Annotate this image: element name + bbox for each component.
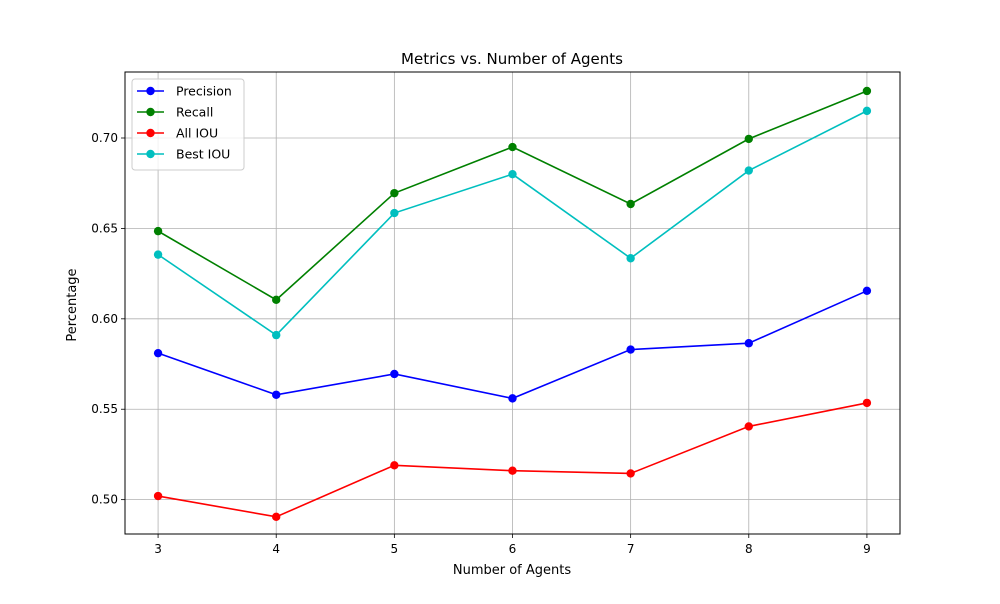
legend-marker — [146, 107, 155, 117]
y-tick-label: 0.60 — [91, 312, 118, 326]
grid-lines — [125, 72, 900, 534]
legend-marker — [146, 86, 155, 96]
y-tick-label: 0.55 — [91, 402, 118, 416]
y-axis-ticks: 0.50 0.55 0.60 0.65 0.70 — [91, 131, 125, 507]
data-point-best-iou — [626, 254, 635, 263]
data-point-best-iou — [153, 250, 163, 259]
data-point-precision — [153, 348, 163, 358]
data-point-recall — [862, 86, 872, 96]
data-point-precision — [272, 390, 281, 399]
chart-title: Metrics vs. Number of Agents — [401, 50, 623, 68]
data-point-all-iou — [862, 398, 872, 408]
data-point-all-iou — [744, 422, 753, 431]
x-tick-label: 9 — [863, 542, 871, 556]
data-point-recall — [744, 134, 753, 144]
x-tick-label: 8 — [745, 542, 753, 556]
y-tick-label: 0.65 — [91, 221, 118, 235]
legend-marker — [146, 128, 155, 138]
legend-label: Best IOU — [176, 147, 230, 162]
x-tick-label: 7 — [627, 542, 635, 556]
data-point-best-iou — [390, 208, 399, 218]
legend-label: All IOU — [176, 126, 218, 141]
x-axis-ticks: 3 4 5 6 7 8 9 — [154, 534, 871, 556]
legend-entry-all-iou: All IOU — [137, 126, 218, 141]
x-tick-label: 4 — [272, 542, 280, 556]
data-point-recall — [272, 295, 281, 305]
data-point-all-iou — [390, 461, 399, 470]
data-point-precision — [744, 339, 753, 348]
data-point-recall — [508, 142, 517, 152]
data-point-all-iou — [153, 491, 163, 501]
series-lines — [153, 86, 872, 522]
legend-marker — [146, 149, 155, 159]
data-point-best-iou — [862, 106, 872, 116]
legend-entries: Precision Recall All IOU Best IOU — [137, 84, 232, 162]
x-axis-label: Number of Agents — [453, 563, 571, 578]
legend-entry-precision: Precision — [137, 84, 232, 99]
data-point-best-iou — [508, 169, 517, 179]
series-precision — [153, 286, 872, 403]
x-tick-label: 3 — [154, 542, 162, 556]
series-recall — [153, 86, 872, 305]
series-best-iou — [153, 106, 872, 340]
y-tick-label: 0.70 — [91, 131, 118, 145]
legend-entry-recall: Recall — [137, 105, 213, 120]
legend-frame — [131, 78, 245, 171]
data-point-recall — [153, 226, 163, 236]
data-point-precision — [390, 369, 399, 379]
y-axis-label: Percentage — [65, 268, 80, 341]
legend-label: Precision — [176, 84, 232, 99]
y-tick-label: 0.50 — [91, 493, 118, 507]
data-point-all-iou — [508, 466, 517, 475]
data-point-best-iou — [744, 166, 753, 175]
x-tick-label: 5 — [391, 542, 399, 556]
legend-label: Recall — [176, 105, 213, 120]
data-point-best-iou — [272, 330, 281, 340]
data-point-precision — [626, 345, 635, 354]
series-all-iou — [153, 398, 872, 522]
data-point-all-iou — [272, 512, 281, 522]
data-point-all-iou — [626, 469, 635, 478]
x-tick-label: 6 — [509, 542, 517, 556]
data-point-precision — [508, 394, 517, 403]
data-point-precision — [862, 286, 872, 295]
legend-entry-best-iou: Best IOU — [137, 147, 230, 162]
data-point-recall — [390, 188, 399, 198]
data-point-recall — [626, 199, 635, 209]
legend: Precision Recall All IOU Best IOU — [131, 78, 245, 171]
